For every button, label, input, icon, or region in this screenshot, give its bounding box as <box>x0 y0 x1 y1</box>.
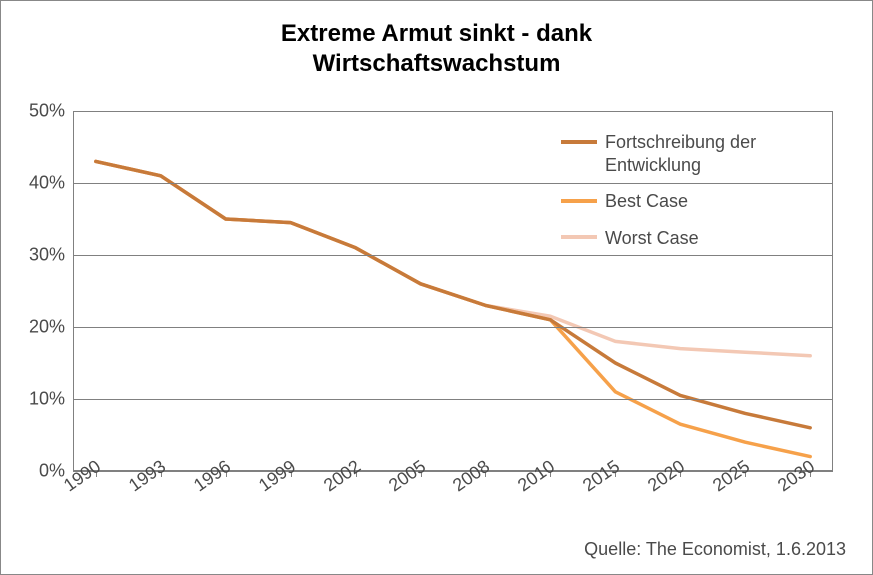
y-tick-label: 50% <box>29 101 73 122</box>
legend-item: Worst Case <box>561 227 756 250</box>
gridline <box>73 111 833 112</box>
y-tick-label: 30% <box>29 245 73 266</box>
legend-swatch <box>561 140 597 144</box>
legend: Fortschreibung der Entwicklung Best Case W… <box>561 131 756 263</box>
legend-label: Fortschreibung der Entwicklung <box>605 131 756 176</box>
gridline <box>73 327 833 328</box>
legend-label: Worst Case <box>605 227 699 250</box>
source-citation: Quelle: The Economist, 1.6.2013 <box>584 539 846 560</box>
y-tick-label: 40% <box>29 173 73 194</box>
y-tick-label: 10% <box>29 389 73 410</box>
legend-label: Best Case <box>605 190 688 213</box>
gridline <box>73 399 833 400</box>
y-tick-label: 20% <box>29 317 73 338</box>
chart-title: Extreme Armut sinkt - dank Wirtschaftswa… <box>1 19 872 79</box>
legend-swatch <box>561 235 597 239</box>
legend-item: Best Case <box>561 190 756 213</box>
legend-item: Fortschreibung der Entwicklung <box>561 131 756 176</box>
legend-swatch <box>561 199 597 203</box>
chart-frame: Extreme Armut sinkt - dank Wirtschaftswa… <box>0 0 873 575</box>
